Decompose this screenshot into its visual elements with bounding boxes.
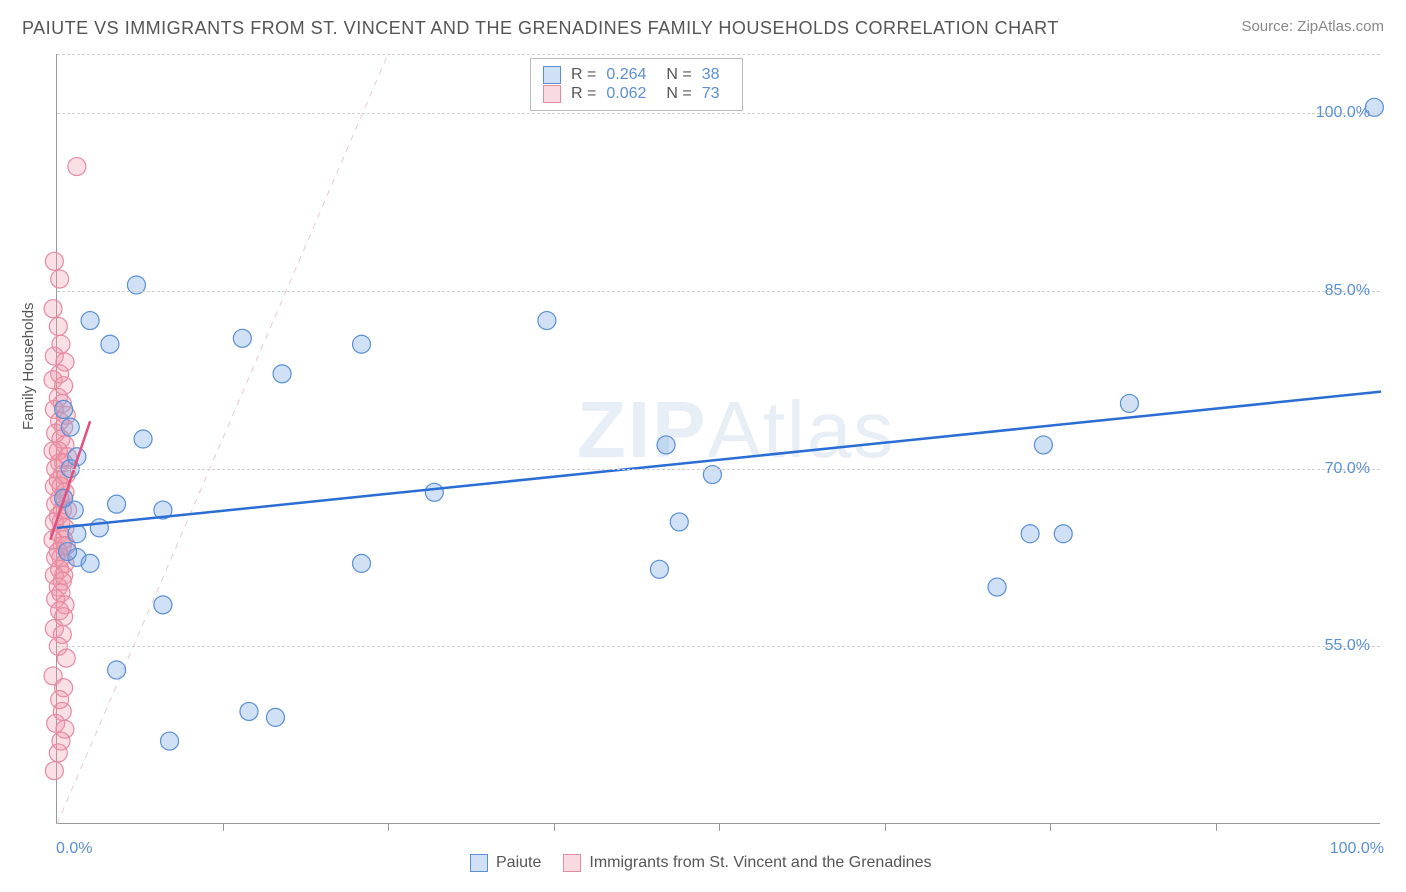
data-point-blue — [108, 661, 126, 679]
data-point-blue — [81, 554, 99, 572]
source-attribution: Source: ZipAtlas.com — [1241, 18, 1384, 35]
data-point-pink — [51, 270, 69, 288]
legend-n-label: N = — [666, 85, 691, 103]
data-point-blue — [101, 335, 119, 353]
data-point-blue — [1034, 436, 1052, 454]
data-point-blue — [1054, 525, 1072, 543]
legend-row: R = 0.062 N = 73 — [543, 85, 730, 103]
data-point-pink — [45, 762, 63, 780]
chart-plot-area: ZIPAtlas 55.0%70.0%85.0%100.0% — [56, 54, 1380, 824]
series-legend: Paiute Immigrants from St. Vincent and th… — [470, 854, 931, 872]
data-point-blue — [233, 329, 251, 347]
legend-item: Paiute — [470, 854, 541, 872]
chart-title: PAIUTE VS IMMIGRANTS FROM ST. VINCENT AN… — [22, 18, 1059, 39]
data-point-blue — [81, 312, 99, 330]
x-tick — [885, 823, 886, 831]
legend-swatch — [543, 85, 561, 103]
data-point-pink — [57, 649, 75, 667]
y-tick-label: 100.0% — [1316, 104, 1370, 122]
legend-n-value: 73 — [702, 85, 720, 103]
legend-r-label: R = — [571, 85, 596, 103]
data-point-blue — [538, 312, 556, 330]
scatter-plot-svg — [57, 54, 1380, 823]
x-tick — [554, 823, 555, 831]
y-tick-label: 85.0% — [1325, 282, 1370, 300]
data-point-blue — [134, 430, 152, 448]
data-point-blue — [161, 732, 179, 750]
legend-n-label: N = — [666, 66, 691, 84]
legend-swatch — [563, 854, 581, 872]
data-point-blue — [988, 578, 1006, 596]
legend-label: Immigrants from St. Vincent and the Gren… — [589, 854, 931, 872]
legend-row: R = 0.264 N = 38 — [543, 66, 730, 84]
x-tick — [388, 823, 389, 831]
data-point-blue — [154, 596, 172, 614]
legend-n-value: 38 — [702, 66, 720, 84]
gridline-h — [57, 291, 1380, 292]
diagonal-dash — [57, 54, 388, 824]
gridline-h — [57, 469, 1380, 470]
data-point-pink — [68, 158, 86, 176]
data-point-pink — [45, 252, 63, 270]
data-point-blue — [353, 554, 371, 572]
data-point-blue — [266, 708, 284, 726]
data-point-blue — [1120, 394, 1138, 412]
data-point-blue — [650, 560, 668, 578]
y-tick-label: 55.0% — [1325, 637, 1370, 655]
data-point-blue — [59, 543, 77, 561]
legend-r-value: 0.062 — [606, 85, 646, 103]
data-point-blue — [61, 418, 79, 436]
data-point-blue — [240, 702, 258, 720]
legend-swatch — [543, 66, 561, 84]
x-tick — [1050, 823, 1051, 831]
legend-r-value: 0.264 — [606, 66, 646, 84]
x-tick — [719, 823, 720, 831]
gridline-h — [57, 54, 1380, 55]
data-point-blue — [90, 519, 108, 537]
y-axis-label: Family Households — [20, 302, 37, 430]
x-tick — [1216, 823, 1217, 831]
data-point-blue — [657, 436, 675, 454]
gridline-h — [57, 646, 1380, 647]
x-min-label: 0.0% — [56, 840, 92, 858]
correlation-legend: R = 0.264 N = 38 R = 0.062 N = 73 — [530, 58, 743, 111]
legend-label: Paiute — [496, 854, 541, 872]
x-tick — [223, 823, 224, 831]
data-point-pink — [49, 317, 67, 335]
data-point-blue — [55, 400, 73, 418]
x-max-label: 100.0% — [1330, 840, 1384, 858]
trend-line-blue — [57, 392, 1381, 528]
data-point-pink — [44, 300, 62, 318]
data-point-blue — [670, 513, 688, 531]
data-point-blue — [1021, 525, 1039, 543]
legend-item: Immigrants from St. Vincent and the Gren… — [563, 854, 931, 872]
data-point-blue — [425, 483, 443, 501]
data-point-blue — [273, 365, 291, 383]
legend-r-label: R = — [571, 66, 596, 84]
y-tick-label: 70.0% — [1325, 460, 1370, 478]
data-point-blue — [108, 495, 126, 513]
gridline-h — [57, 113, 1380, 114]
data-point-blue — [353, 335, 371, 353]
legend-swatch — [470, 854, 488, 872]
data-point-pink — [49, 744, 67, 762]
